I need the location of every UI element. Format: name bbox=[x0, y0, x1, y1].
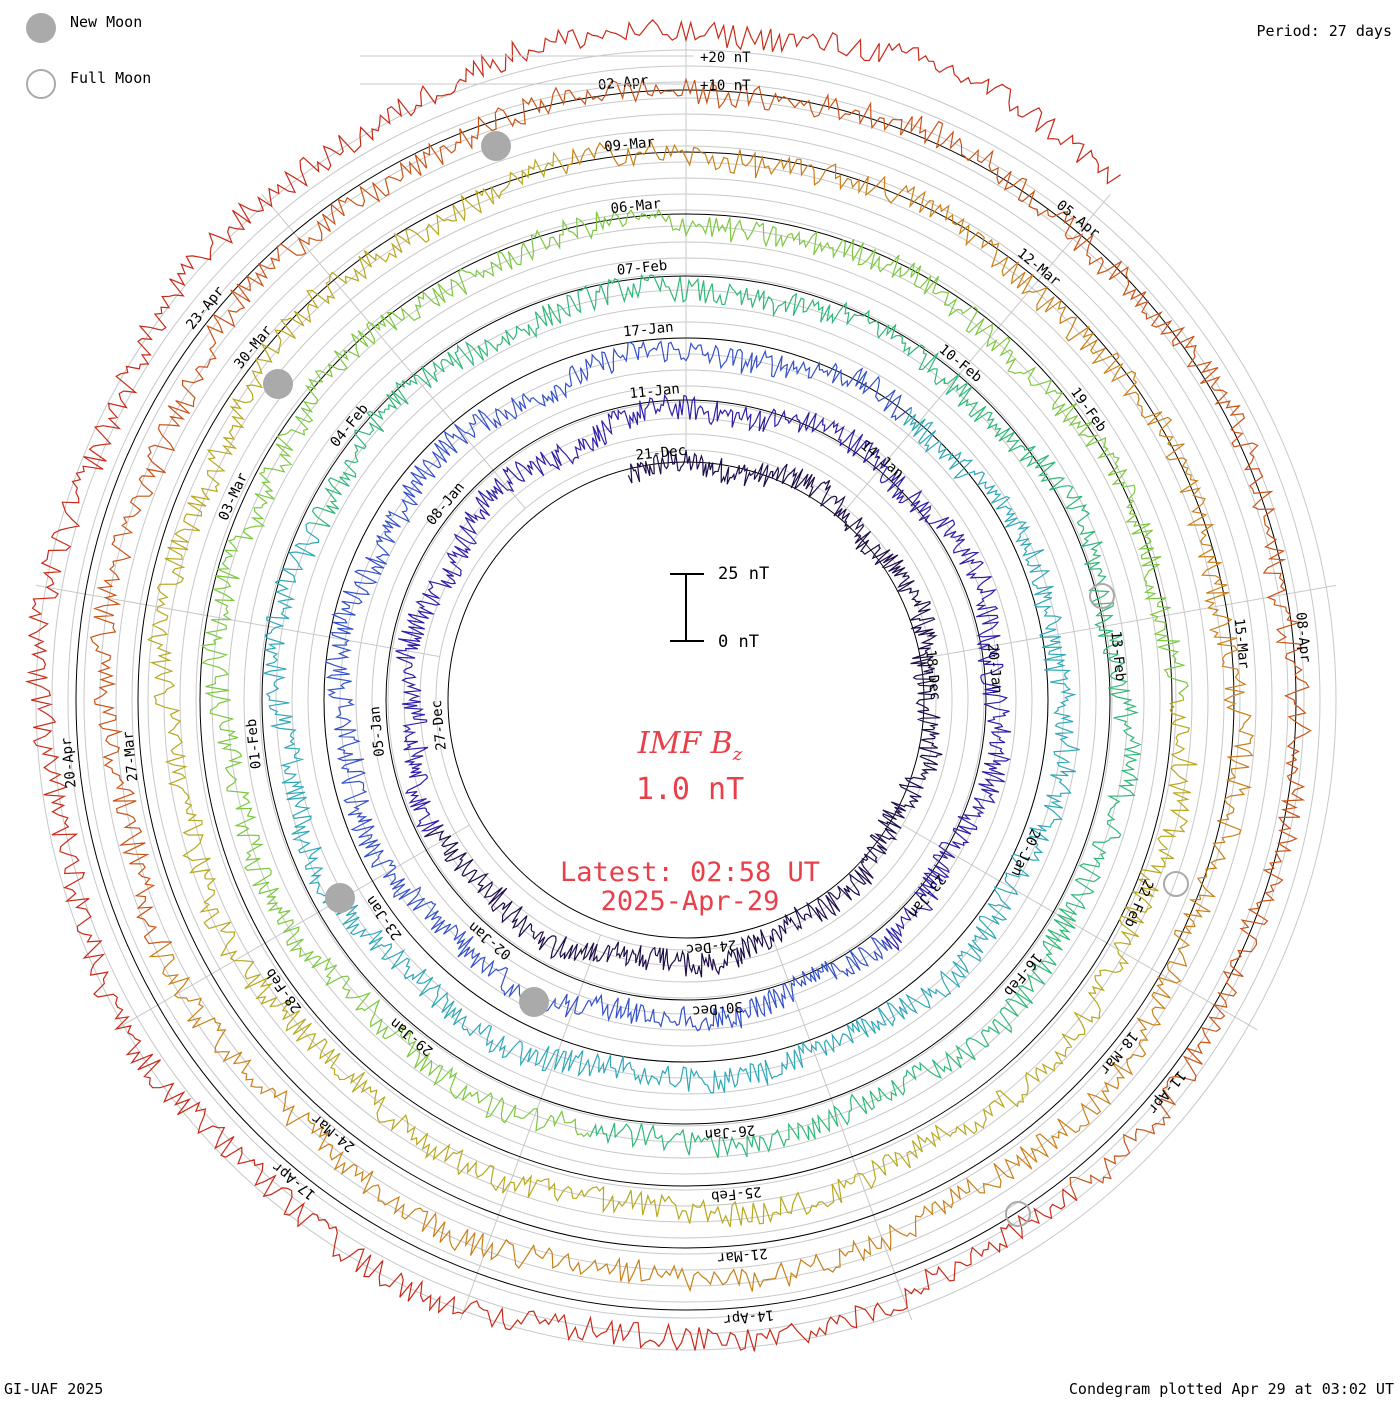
date-label: 20-Apr bbox=[59, 737, 80, 789]
latest-time: Latest: 02:58 UT bbox=[559, 857, 821, 888]
date-label: 05-Apr bbox=[1053, 197, 1102, 241]
baseline-ring-3 bbox=[323, 337, 1049, 1063]
new-moon-marker bbox=[263, 369, 293, 399]
scale-top-label: 25 nT bbox=[718, 564, 770, 584]
date-label: 02-Apr bbox=[597, 73, 649, 94]
date-label: 06-Mar bbox=[610, 196, 662, 217]
new-moon-label: New Moon bbox=[70, 13, 143, 31]
title-main: IMF B bbox=[637, 726, 733, 761]
date-label: 25-Feb bbox=[710, 1183, 762, 1204]
trace-segment-6 bbox=[200, 208, 1189, 1138]
chart-title: IMF Bz bbox=[540, 726, 840, 765]
baseline-ring-5 bbox=[199, 213, 1173, 1187]
date-label: 27-Mar bbox=[120, 730, 141, 782]
trace-segment-1 bbox=[424, 450, 943, 978]
full-moon-marker bbox=[1163, 871, 1189, 897]
trace-segment-5 bbox=[309, 273, 1142, 1159]
latest-date: 2025-Apr-29 bbox=[600, 886, 780, 917]
trace-segment-9 bbox=[89, 76, 1312, 1201]
date-label: 30-Dec bbox=[691, 998, 743, 1019]
new-moon-marker bbox=[325, 883, 355, 913]
full-moon-marker bbox=[1089, 583, 1115, 609]
date-label: 13-Feb bbox=[1107, 630, 1128, 682]
credit-label: GI-UAF 2025 bbox=[4, 1380, 104, 1398]
grid-spoke bbox=[114, 824, 470, 1031]
grid-spoke bbox=[261, 194, 526, 509]
reference-label: +20 nT bbox=[700, 50, 751, 66]
new-moon-marker bbox=[519, 987, 549, 1017]
new-moon-icon bbox=[26, 13, 56, 43]
grid-spoke bbox=[35, 584, 440, 658]
reference-label: +10 nT bbox=[700, 78, 751, 94]
grid-spoke bbox=[902, 824, 1258, 1031]
date-label: 22-Feb bbox=[1121, 877, 1156, 930]
full-moon-icon bbox=[26, 69, 56, 99]
date-label: 11-Apr bbox=[1144, 1067, 1188, 1116]
scale-bottom-label: 0 nT bbox=[718, 632, 759, 652]
date-label: 21-Mar bbox=[716, 1245, 768, 1266]
date-label: 07-Feb bbox=[616, 258, 668, 279]
date-label: 27-Dec bbox=[429, 699, 450, 751]
baseline-ring-7 bbox=[75, 89, 1297, 1311]
date-label: 09-Mar bbox=[604, 134, 656, 155]
trace-segment-8 bbox=[148, 140, 1254, 1293]
new-moon-marker bbox=[481, 131, 511, 161]
date-label: 01-Feb bbox=[244, 718, 265, 770]
date-label: 11-Jan bbox=[629, 381, 681, 402]
date-label: 17-Apr bbox=[270, 1158, 319, 1202]
plotted-label: Condegram plotted Apr 29 at 03:02 UT bbox=[1068, 1380, 1394, 1398]
date-label: 05-Jan bbox=[367, 705, 388, 757]
grid-spoke bbox=[846, 194, 1111, 509]
latest-timestamp: Latest: 02:58 UT 2025-Apr-29 bbox=[490, 858, 890, 916]
trace-segment-2 bbox=[395, 393, 1012, 952]
full-moon-marker bbox=[1005, 1201, 1031, 1227]
baseline-ring-6 bbox=[137, 151, 1235, 1249]
trace-segment-3 bbox=[325, 339, 912, 1032]
moon-legend: New Moon Full Moon bbox=[26, 12, 151, 124]
full-moon-label: Full Moon bbox=[70, 69, 152, 87]
date-label: 29-Jan bbox=[387, 1014, 436, 1058]
trace-segment-10 bbox=[24, 19, 1121, 1352]
date-label: 24-Dec bbox=[685, 936, 737, 957]
date-label: 23-Apr bbox=[183, 284, 227, 333]
date-label: 26-Jan bbox=[704, 1121, 756, 1142]
baseline-ring-2 bbox=[385, 399, 987, 1001]
date-label: 17-Jan bbox=[622, 319, 674, 340]
grid-spoke bbox=[771, 934, 913, 1321]
date-label: 04-Feb bbox=[327, 401, 371, 450]
baseline-ring-4 bbox=[261, 275, 1111, 1125]
title-sub: z bbox=[732, 744, 743, 765]
grid-ring bbox=[371, 385, 1001, 1015]
period-label: Period: 27 days bbox=[1256, 22, 1392, 40]
date-label: 08-Apr bbox=[1292, 611, 1313, 663]
date-label: 15-Mar bbox=[1231, 618, 1252, 670]
date-label: 18-Dec bbox=[922, 649, 943, 701]
latest-value: 1.0 nT bbox=[635, 772, 745, 807]
date-label: 20-Jan bbox=[984, 643, 1005, 695]
date-label: 14-Apr bbox=[723, 1306, 775, 1327]
date-label: 21-Dec bbox=[635, 443, 687, 464]
date-label: 03-Mar bbox=[216, 470, 251, 523]
legend-new-moon: New Moon bbox=[26, 12, 151, 44]
grid-ring bbox=[355, 369, 1017, 1031]
trace-segment-4 bbox=[261, 407, 1080, 1094]
trace-segment-7 bbox=[146, 150, 1198, 1228]
legend-full-moon: Full Moon bbox=[26, 68, 151, 100]
